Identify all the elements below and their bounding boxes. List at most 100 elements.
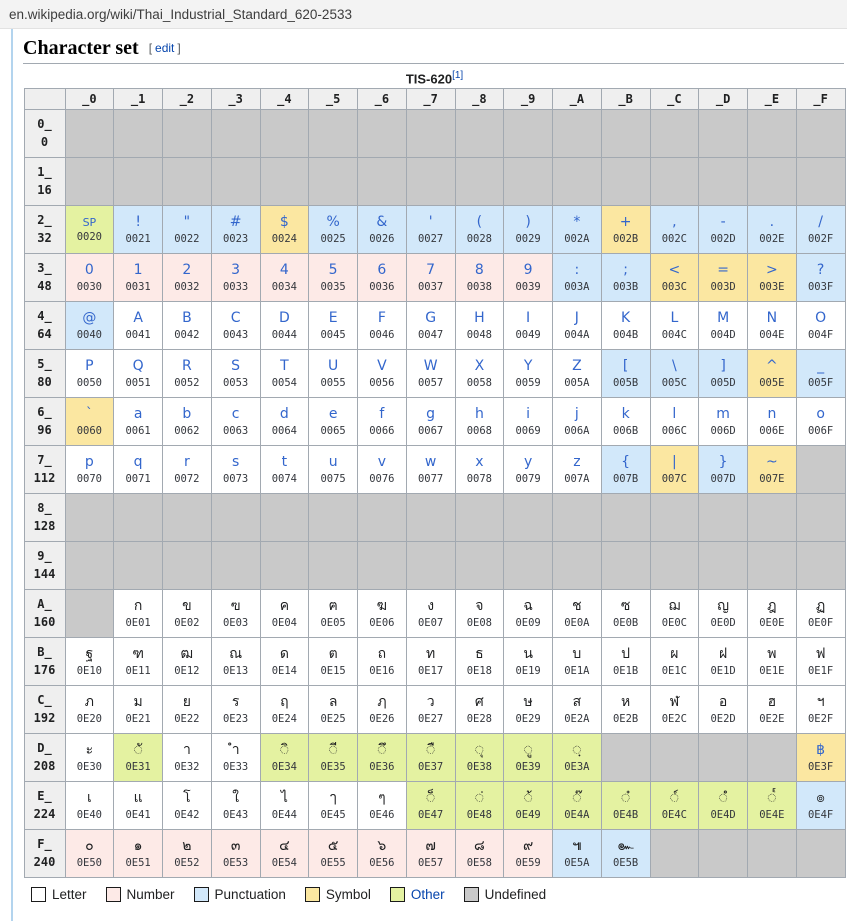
char-glyph[interactable]: - <box>720 214 726 231</box>
char-glyph[interactable]: $ <box>279 214 289 231</box>
char-glyph[interactable]: M <box>717 310 730 327</box>
char-glyph[interactable]: e <box>328 406 338 423</box>
char-glyph[interactable]: Q <box>132 358 144 375</box>
char-glyph[interactable]: ( <box>476 214 483 231</box>
char-glyph[interactable]: * <box>573 214 581 231</box>
char-glyph[interactable]: E <box>328 310 338 327</box>
char-glyph[interactable]: G <box>425 310 437 327</box>
char-glyph[interactable]: Y <box>523 358 533 375</box>
char-glyph[interactable]: a <box>133 406 143 423</box>
char-glyph[interactable]: / <box>818 214 823 231</box>
char-glyph[interactable]: y <box>523 454 533 471</box>
char-glyph[interactable]: v <box>377 454 387 471</box>
char-glyph[interactable]: ` <box>85 406 93 423</box>
char-glyph[interactable]: k <box>621 406 630 423</box>
char-glyph[interactable]: ' <box>428 214 433 231</box>
char-glyph[interactable]: c <box>231 406 240 423</box>
char-glyph[interactable]: n <box>767 406 777 423</box>
char-glyph[interactable]: [ <box>622 358 629 375</box>
char-glyph[interactable]: } <box>718 454 728 471</box>
char-glyph[interactable]: 6 <box>377 262 387 279</box>
browser-address-bar[interactable]: en.wikipedia.org/wiki/Thai_Industrial_St… <box>0 0 847 29</box>
char-glyph[interactable]: | <box>672 454 677 471</box>
char-glyph[interactable]: ฿ <box>816 742 826 759</box>
char-glyph[interactable]: x <box>475 454 484 471</box>
char-glyph[interactable]: ^ <box>766 358 778 375</box>
char-glyph[interactable]: & <box>376 214 388 231</box>
char-glyph[interactable]: h <box>474 406 484 423</box>
char-glyph[interactable]: K <box>621 310 631 327</box>
char-glyph[interactable]: U <box>328 358 339 375</box>
char-glyph[interactable]: , <box>672 214 677 231</box>
char-glyph[interactable]: S <box>231 358 241 375</box>
char-glyph[interactable]: o <box>816 406 825 423</box>
char-glyph[interactable]: ? <box>816 262 825 279</box>
char-glyph[interactable]: d <box>279 406 289 423</box>
char-glyph[interactable]: O <box>815 310 827 327</box>
char-glyph[interactable]: F <box>377 310 386 327</box>
char-glyph[interactable]: 2 <box>182 262 192 279</box>
char-glyph[interactable]: C <box>230 310 241 327</box>
char-glyph[interactable]: j <box>574 406 579 423</box>
char-glyph[interactable]: 8 <box>474 262 484 279</box>
char-glyph[interactable]: @ <box>82 310 97 327</box>
char-glyph[interactable]: # <box>229 214 242 231</box>
char-glyph[interactable]: ; <box>623 262 628 279</box>
char-glyph[interactable]: A <box>133 310 143 327</box>
char-glyph[interactable]: \ <box>672 358 677 375</box>
char-glyph[interactable]: l <box>672 406 677 423</box>
char-glyph[interactable]: ! <box>135 214 141 231</box>
char-glyph[interactable]: u <box>328 454 338 471</box>
char-glyph[interactable]: % <box>326 214 340 231</box>
char-glyph[interactable]: N <box>766 310 778 327</box>
char-glyph[interactable]: 3 <box>231 262 241 279</box>
char-glyph[interactable]: s <box>231 454 240 471</box>
char-glyph[interactable]: m <box>716 406 730 423</box>
char-glyph[interactable]: z <box>573 454 581 471</box>
char-glyph[interactable]: X <box>474 358 485 375</box>
char-glyph[interactable]: H <box>474 310 485 327</box>
char-glyph[interactable]: 5 <box>328 262 338 279</box>
char-glyph[interactable]: . <box>769 214 775 231</box>
char-glyph[interactable]: " <box>183 214 191 231</box>
char-glyph[interactable]: : <box>574 262 580 279</box>
char-glyph[interactable]: W <box>423 358 438 375</box>
char-glyph[interactable]: 4 <box>279 262 289 279</box>
legend-label-other[interactable]: Other <box>410 887 445 903</box>
char-glyph[interactable]: ] <box>720 358 726 375</box>
char-glyph[interactable]: 0 <box>84 262 94 279</box>
char-glyph[interactable]: 1 <box>133 262 143 279</box>
char-glyph[interactable]: B <box>182 310 192 327</box>
char-glyph[interactable]: Z <box>572 358 582 375</box>
char-glyph[interactable]: 7 <box>426 262 436 279</box>
char-glyph[interactable]: L <box>670 310 679 327</box>
char-glyph[interactable]: SP <box>82 216 97 230</box>
char-glyph[interactable]: < <box>668 262 681 279</box>
char-glyph[interactable]: t <box>281 454 288 471</box>
char-glyph[interactable]: p <box>84 454 94 471</box>
char-glyph[interactable]: i <box>526 406 531 423</box>
char-glyph[interactable]: ~ <box>766 454 778 471</box>
char-glyph[interactable]: T <box>280 358 289 375</box>
char-glyph[interactable]: { <box>621 454 631 471</box>
char-glyph[interactable]: D <box>278 310 290 327</box>
char-glyph[interactable]: = <box>717 262 729 279</box>
char-glyph[interactable]: 9 <box>523 262 533 279</box>
char-glyph[interactable]: q <box>133 454 143 471</box>
char-glyph[interactable]: _ <box>817 358 825 375</box>
char-glyph[interactable]: I <box>526 310 531 327</box>
char-glyph[interactable]: r <box>183 454 190 471</box>
footnote-ref-link[interactable]: [1] <box>452 70 464 81</box>
char-glyph[interactable]: ) <box>525 214 531 231</box>
edit-link[interactable]: edit <box>155 41 175 55</box>
char-glyph[interactable]: f <box>379 406 385 423</box>
char-glyph[interactable]: + <box>619 214 632 231</box>
char-glyph[interactable]: V <box>377 358 387 375</box>
char-glyph[interactable]: g <box>426 406 436 423</box>
char-glyph[interactable]: R <box>182 358 192 375</box>
char-glyph[interactable]: J <box>574 310 579 327</box>
char-glyph[interactable]: > <box>766 262 778 279</box>
char-glyph[interactable]: b <box>182 406 192 423</box>
char-glyph[interactable]: w <box>424 454 437 471</box>
char-glyph[interactable]: P <box>85 358 94 375</box>
